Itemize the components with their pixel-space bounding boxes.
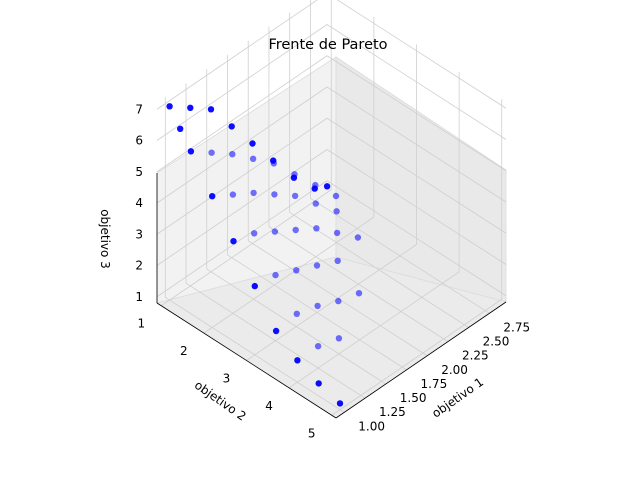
data-point bbox=[271, 228, 279, 235]
x-tick-label: 2.75 bbox=[503, 320, 530, 334]
grid-lines bbox=[156, 0, 507, 416]
data-point bbox=[332, 192, 340, 200]
z-tick-label: 6 bbox=[135, 134, 143, 148]
data-point bbox=[333, 208, 340, 215]
data-point bbox=[229, 151, 236, 158]
z-gridline bbox=[326, 180, 507, 297]
x-tick-label: 1.00 bbox=[358, 419, 385, 433]
y-gridline bbox=[331, 298, 502, 416]
data-point bbox=[312, 181, 319, 189]
data-point bbox=[271, 191, 278, 198]
z-tick-label: 3 bbox=[135, 227, 143, 241]
data-point bbox=[228, 123, 235, 130]
x-tick-label: 2.00 bbox=[441, 363, 468, 377]
x-tick-label: 1.50 bbox=[400, 391, 427, 405]
data-point bbox=[250, 189, 257, 197]
x-tick-label: 2.25 bbox=[462, 349, 489, 363]
data-point bbox=[293, 310, 300, 317]
data-point bbox=[291, 192, 299, 200]
y-gridline bbox=[161, 189, 332, 307]
z-tick-label: 4 bbox=[135, 196, 143, 210]
z-gridline bbox=[326, 24, 507, 140]
data-point bbox=[333, 229, 341, 237]
y-tick-label: 2 bbox=[180, 344, 188, 358]
data-point bbox=[187, 148, 195, 155]
data-point bbox=[293, 267, 300, 274]
y-tick-label: 1 bbox=[137, 317, 145, 331]
data-point bbox=[208, 149, 215, 156]
data-point bbox=[335, 297, 342, 305]
y-axis-line bbox=[156, 302, 337, 419]
data-points bbox=[166, 103, 363, 407]
x-axis-line bbox=[335, 301, 507, 419]
data-point bbox=[177, 125, 184, 132]
z-gridline bbox=[156, 180, 328, 298]
z-tick-label: 2 bbox=[135, 259, 143, 273]
data-point bbox=[323, 183, 331, 190]
data-point bbox=[335, 335, 343, 342]
tick-labels: 1.001.251.501.752.002.252.502.75 1 2 3 4 5 1 2 3… bbox=[135, 102, 530, 440]
data-point bbox=[187, 104, 194, 112]
data-point bbox=[355, 290, 363, 297]
data-point bbox=[251, 282, 258, 290]
data-point bbox=[272, 327, 280, 335]
z-gridline bbox=[326, 149, 507, 265]
z-gridline bbox=[156, 0, 318, 110]
data-point bbox=[314, 343, 322, 350]
data-point bbox=[251, 230, 258, 237]
z-gridline bbox=[336, 0, 507, 109]
z-tick-label: 7 bbox=[135, 102, 143, 116]
data-point bbox=[312, 200, 319, 207]
data-point bbox=[249, 155, 257, 162]
data-point bbox=[291, 171, 298, 178]
data-point bbox=[313, 225, 320, 232]
z-gridline bbox=[156, 24, 328, 141]
z-tick-label: 5 bbox=[135, 165, 143, 179]
data-point bbox=[354, 234, 362, 241]
z-gridline bbox=[326, 117, 507, 234]
data-point bbox=[292, 226, 299, 234]
z-gridline bbox=[326, 86, 507, 203]
chart-title: Frente de Pareto bbox=[268, 37, 387, 53]
data-point bbox=[314, 302, 321, 310]
data-point bbox=[334, 257, 341, 264]
z-gridline bbox=[156, 117, 328, 235]
data-point bbox=[249, 140, 256, 147]
y-gridline bbox=[203, 216, 375, 334]
x-tick-label: 1.25 bbox=[379, 405, 406, 419]
z-gridline bbox=[156, 86, 328, 204]
data-point bbox=[230, 238, 237, 245]
y-tick-label: 5 bbox=[308, 426, 316, 440]
x-tick-label: 1.75 bbox=[420, 377, 447, 391]
y-tick-label: 3 bbox=[223, 372, 231, 386]
data-point bbox=[313, 262, 321, 269]
data-point bbox=[294, 357, 301, 364]
z-axis-label: objetivo 3 bbox=[98, 209, 112, 269]
y-gridline bbox=[288, 271, 460, 389]
y-gridline bbox=[246, 244, 417, 361]
data-point bbox=[336, 400, 344, 407]
data-point bbox=[270, 160, 277, 167]
data-point bbox=[272, 271, 279, 279]
data-point bbox=[229, 191, 237, 198]
y-tick-label: 4 bbox=[265, 399, 273, 413]
data-point bbox=[207, 106, 215, 113]
data-point bbox=[315, 380, 322, 387]
x-tick-label: 2.50 bbox=[483, 334, 510, 348]
data-point bbox=[166, 103, 173, 110]
z-gridline bbox=[156, 55, 328, 173]
y-axis-label: objetivo 2 bbox=[192, 378, 249, 424]
z-gridline bbox=[156, 149, 328, 266]
z-gridline bbox=[326, 55, 507, 172]
data-point bbox=[209, 193, 216, 200]
z-tick-label: 1 bbox=[135, 290, 143, 304]
